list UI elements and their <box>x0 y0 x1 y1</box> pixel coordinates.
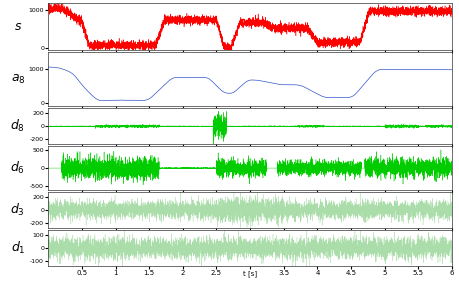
Text: $s$: $s$ <box>14 20 22 33</box>
Text: $d_{3}$: $d_{3}$ <box>11 202 25 218</box>
Text: $a_{8}$: $a_{8}$ <box>11 73 25 86</box>
Text: $d_{1}$: $d_{1}$ <box>11 240 25 256</box>
Text: $d_{8}$: $d_{8}$ <box>11 118 25 134</box>
Text: $d_{6}$: $d_{6}$ <box>11 160 25 176</box>
